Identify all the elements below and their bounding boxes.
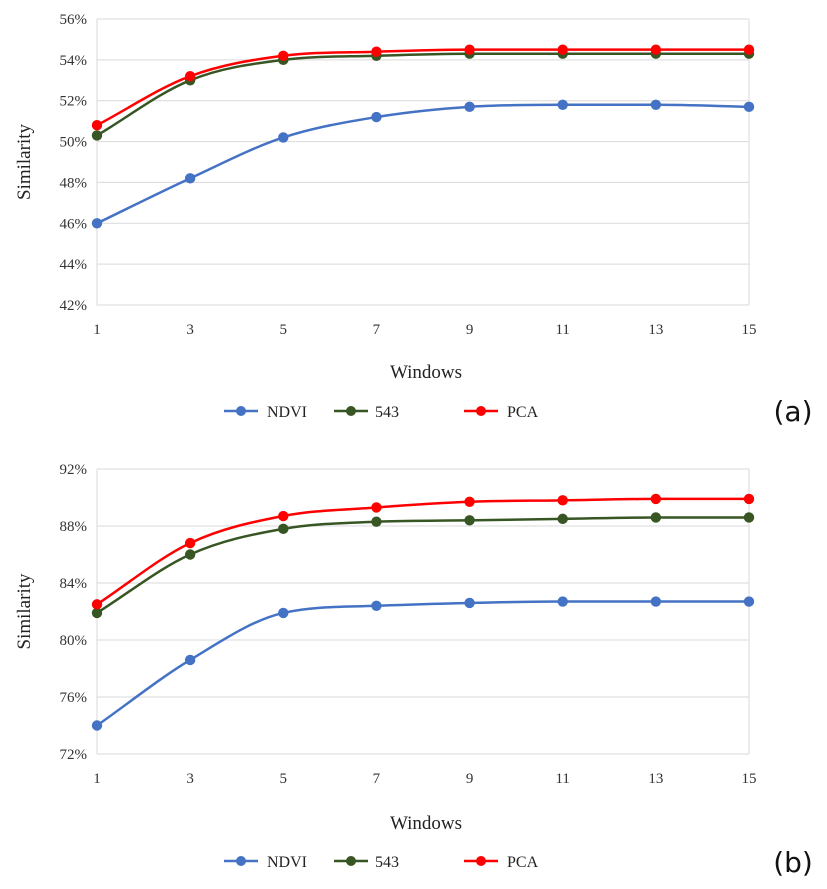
x-tick-label: 5 (280, 322, 288, 338)
x-tick-label: 1 (93, 322, 101, 338)
chart-panel-a: 42%44%46%48%50%52%54%56%1 3 5 7 9 11 13 15Windo… (14, 12, 813, 428)
y-tick-label: 72% (60, 747, 88, 763)
data-point-pca (743, 44, 755, 55)
data-point-ndvi (464, 597, 475, 609)
data-point-pca (464, 496, 475, 507)
y-tick-label: 54% (60, 53, 88, 69)
data-point-ndvi (371, 600, 382, 611)
data-point-pca (278, 50, 289, 61)
legend-marker-543 (346, 856, 356, 866)
data-point-ndvi (464, 101, 475, 113)
x-axis-title: Windows (390, 362, 462, 383)
legend-marker-ndvi (236, 406, 246, 416)
data-point-ndvi (743, 101, 755, 113)
panel-label: (b) (773, 846, 813, 879)
data-point-pca (91, 599, 103, 610)
data-point-543 (371, 516, 382, 527)
y-tick-label: 76% (60, 690, 88, 706)
y-axis-title: Similarity (14, 124, 35, 201)
x-tick-label: 5 (280, 771, 288, 787)
x-tick-label: 7 (373, 771, 381, 787)
x-tick-label: 15 (742, 322, 757, 338)
data-point-ndvi (278, 132, 289, 143)
legend-label-543: 543 (375, 404, 399, 421)
data-point-543 (184, 549, 196, 560)
legend-label-543: 543 (375, 854, 399, 871)
y-tick-label: 48% (60, 175, 88, 191)
legend: NDVI 543 PCA (224, 854, 539, 871)
data-point-pca (650, 493, 662, 505)
data-point-pca (557, 495, 568, 506)
x-tick-label: 7 (373, 322, 381, 338)
y-tick-label: 92% (60, 462, 88, 478)
y-axis-title: Similarity (14, 573, 35, 650)
data-point-pca (184, 71, 196, 82)
data-point-pca (650, 44, 662, 55)
legend-label-pca: PCA (507, 854, 539, 871)
chart-panel-b: 72%76%80%84%88%92%1 3 5 7 9 11 13 15WindowsSimi… (14, 462, 813, 879)
x-tick-label: 11 (555, 771, 569, 787)
data-point-pca (278, 510, 289, 522)
data-point-543 (91, 607, 103, 619)
series-line-543 (96, 516, 749, 614)
series-line-ndvi (96, 600, 749, 727)
data-point-pca (371, 46, 382, 57)
legend-marker-pca (476, 856, 486, 866)
data-point-ndvi (650, 99, 662, 111)
data-point-ndvi (557, 99, 568, 111)
data-point-pca (91, 120, 103, 131)
series-line-pca (96, 48, 750, 127)
data-point-543 (91, 130, 103, 141)
data-point-ndvi (557, 596, 568, 607)
legend-marker-ndvi (236, 856, 246, 866)
data-point-543 (464, 515, 475, 526)
y-tick-label: 56% (60, 12, 88, 28)
data-point-ndvi (743, 596, 755, 607)
y-tick-label: 50% (60, 135, 88, 151)
data-point-ndvi (278, 607, 289, 619)
x-axis-title: Windows (390, 813, 462, 834)
x-tick-label: 9 (466, 322, 474, 338)
x-tick-label: 13 (648, 771, 663, 787)
x-tick-label: 9 (466, 771, 474, 787)
data-point-pca (371, 502, 382, 513)
data-point-ndvi (184, 173, 196, 184)
data-point-pca (557, 44, 568, 55)
x-tick-label: 13 (648, 322, 663, 338)
data-point-pca (184, 537, 196, 549)
x-tick-label: 15 (742, 771, 757, 787)
data-point-543 (278, 523, 289, 535)
data-point-ndvi (650, 596, 662, 607)
x-tick-label: 3 (186, 322, 194, 338)
data-point-pca (464, 44, 475, 55)
y-tick-label: 84% (60, 576, 88, 592)
data-point-543 (557, 513, 568, 525)
data-point-543 (743, 512, 755, 523)
x-tick-label: 11 (555, 322, 569, 338)
legend-label-ndvi: NDVI (267, 854, 307, 871)
y-tick-label: 80% (60, 633, 88, 649)
y-tick-label: 52% (60, 94, 88, 110)
y-tick-label: 88% (60, 519, 88, 535)
legend-label-ndvi: NDVI (267, 404, 307, 421)
panel-label: (a) (773, 395, 812, 428)
data-point-pca (743, 493, 755, 505)
x-tick-label: 1 (93, 771, 101, 787)
legend-marker-pca (476, 406, 486, 416)
data-point-ndvi (91, 218, 103, 229)
y-tick-label: 46% (60, 216, 88, 232)
y-tick-label: 44% (60, 257, 88, 273)
legend: NDVI 543 PCA (224, 404, 539, 421)
data-point-543 (650, 512, 662, 523)
series-line-543 (96, 52, 749, 137)
data-point-ndvi (184, 654, 196, 666)
legend-label-pca: PCA (507, 404, 539, 421)
legend-marker-543 (346, 406, 356, 416)
y-tick-label: 42% (60, 298, 88, 314)
data-point-ndvi (91, 720, 103, 731)
x-tick-label: 3 (186, 771, 194, 787)
data-point-ndvi (371, 111, 382, 123)
series-line-ndvi (96, 103, 750, 225)
